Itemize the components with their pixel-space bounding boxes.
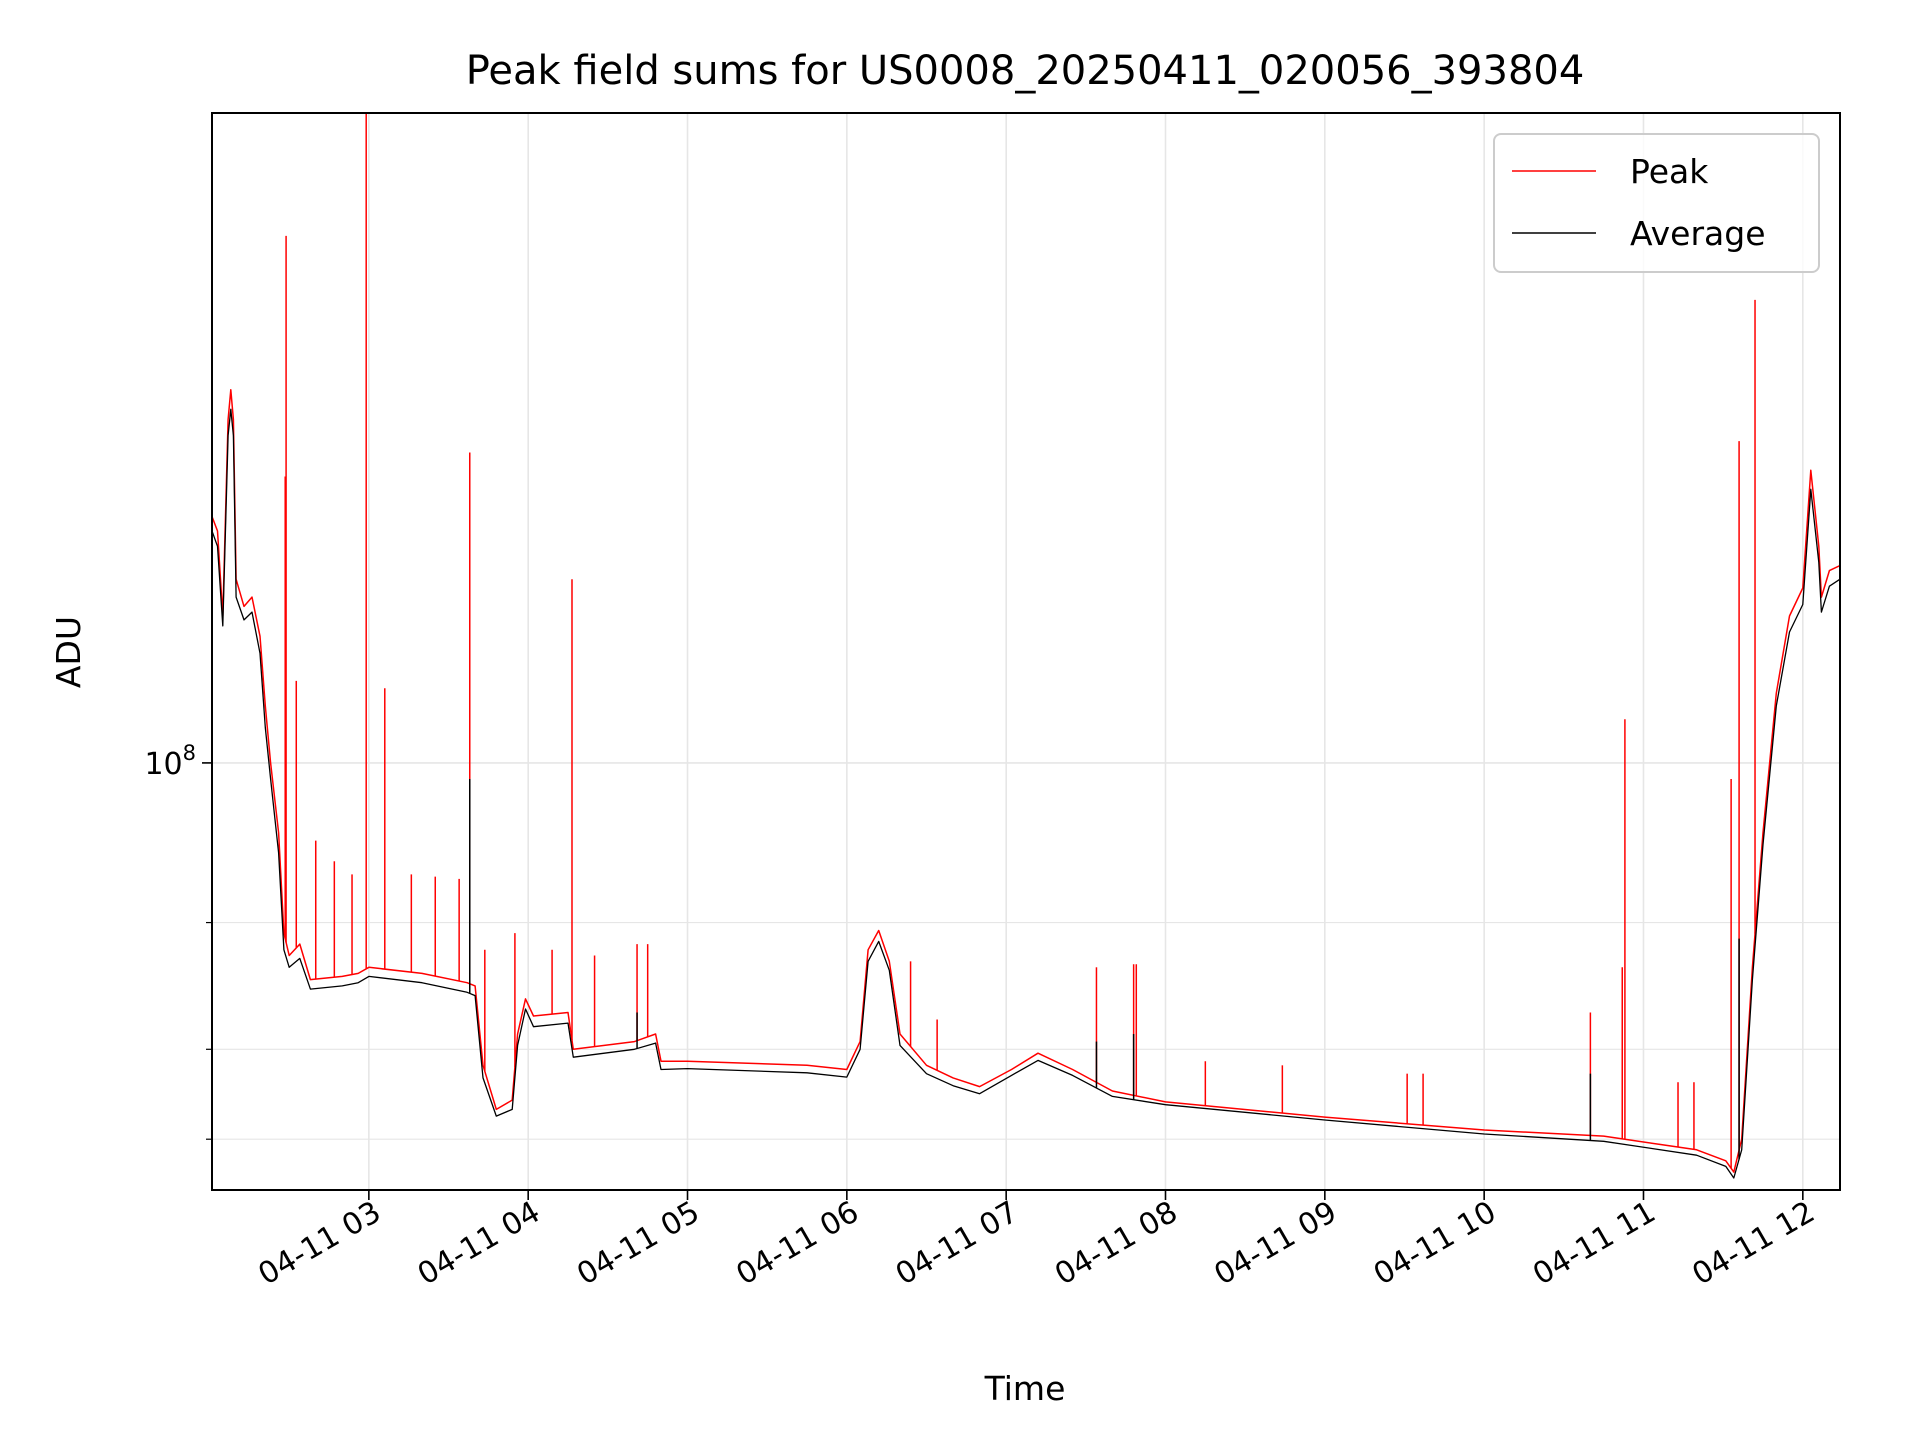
x-tick-label: 04-11 08 <box>1049 1195 1183 1293</box>
x-tick-label: 04-11 09 <box>1209 1195 1343 1293</box>
x-axis-ticks: 04-11 03 04-11 04 04-11 05 04-11 06 04-11 07… <box>253 1190 1821 1292</box>
y-tick-label: 108 <box>144 741 196 782</box>
x-tick-label: 04-11 10 <box>1368 1195 1502 1293</box>
x-tick-label: 04-11 06 <box>731 1195 865 1293</box>
legend-average-label: Average <box>1630 214 1766 253</box>
x-tick-label: 04-11 03 <box>253 1195 387 1293</box>
x-tick-label: 04-11 12 <box>1687 1195 1821 1293</box>
series-average <box>212 408 1840 1179</box>
series-line-peak <box>212 389 1840 1173</box>
legend: Peak Average <box>1493 133 1820 273</box>
chart-title: Peak field sums for US0008_20250411_0200… <box>466 48 1585 94</box>
grid <box>212 113 1840 1190</box>
x-axis-label: Time <box>984 1369 1066 1408</box>
y-axis-label: ADU <box>49 616 88 688</box>
legend-box <box>1493 133 1820 273</box>
x-tick-label: 04-11 11 <box>1527 1195 1661 1293</box>
series-line-average <box>212 408 1840 1179</box>
x-tick-label: 04-11 07 <box>890 1195 1024 1293</box>
plot-area <box>212 113 1840 1179</box>
y-axis-ticks: 108 <box>144 741 212 1140</box>
legend-peak-label: Peak <box>1630 152 1709 191</box>
x-tick-label: 04-11 04 <box>412 1195 546 1293</box>
plot-frame <box>211 112 1841 1191</box>
x-tick-label: 04-11 05 <box>571 1195 705 1293</box>
